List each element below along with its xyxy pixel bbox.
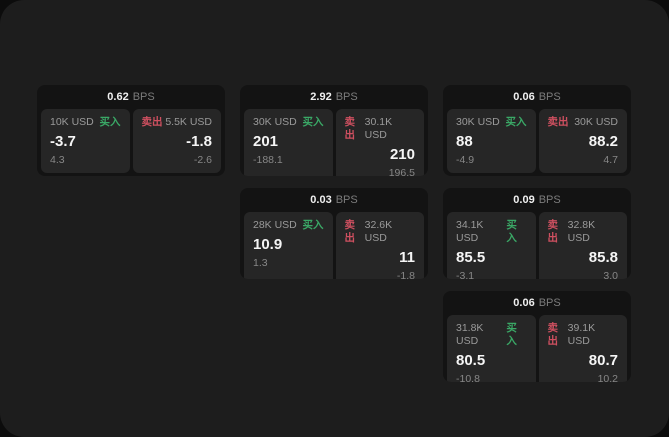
sell-amount: 32.8K USD [567, 219, 596, 244]
buy-side-label: 买入 [302, 219, 324, 231]
sell-pane[interactable]: 卖出 39.1K USD 80.7 10.2 [538, 315, 627, 382]
quote-card-grid: 0.62 BPS 10K USD 买入 -3.7 4.3 卖出 5.5K USD… [37, 85, 631, 382]
pane-row: 34.1K USD 买入 85.5 -3.1 卖出 32.8K USD 85.8… [447, 212, 627, 279]
bps-header: 0.09 BPS [443, 188, 631, 212]
buy-price: 10.9 [253, 236, 283, 253]
sell-pane[interactable]: 卖出 30K USD 88.2 4.7 [538, 109, 627, 173]
quote-card: 0.62 BPS 10K USD 买入 -3.7 4.3 卖出 5.5K USD… [37, 85, 225, 176]
sell-pane[interactable]: 卖出 32.6K USD 11 -1.8 [335, 212, 424, 279]
buy-side-label: 买入 [506, 322, 517, 347]
sell-pane[interactable]: 卖出 5.5K USD -1.8 -2.6 [132, 109, 221, 173]
buy-price: 201 [253, 133, 279, 150]
buy-change: -4.9 [456, 154, 475, 166]
pane-row: 30K USD 买入 88 -4.9 卖出 30K USD 88.2 4.7 [447, 109, 627, 173]
pane-row: 10K USD 买入 -3.7 4.3 卖出 5.5K USD -1.8 -2.… [41, 109, 221, 173]
bps-value: 0.06 [513, 297, 535, 309]
bps-unit-label: BPS [538, 297, 561, 309]
bps-value: 0.06 [513, 91, 535, 103]
buy-side-label: 买入 [506, 219, 517, 244]
bps-header: 0.06 BPS [443, 85, 631, 109]
sell-side-label: 卖出 [344, 219, 356, 244]
buy-change: -10.8 [456, 373, 480, 382]
sell-price: 210 [389, 146, 415, 163]
buy-amount: 30K USD [456, 116, 500, 128]
bps-unit-label: BPS [132, 91, 155, 103]
sell-side-label: 卖出 [344, 116, 356, 141]
sell-price: 11 [399, 249, 415, 266]
bps-unit-label: BPS [538, 194, 561, 206]
buy-price: -3.7 [50, 133, 76, 150]
sell-change: -1.8 [396, 270, 415, 279]
bps-unit-label: BPS [335, 91, 358, 103]
buy-amount: 28K USD [253, 219, 297, 231]
bps-value: 0.09 [513, 194, 535, 206]
buy-change: 1.3 [253, 257, 268, 269]
buy-pane[interactable]: 31.8K USD 买入 80.5 -10.8 [447, 315, 536, 382]
sell-price: 88.2 [588, 133, 618, 150]
sell-change: -2.6 [193, 154, 212, 166]
buy-side-label: 买入 [99, 116, 121, 128]
buy-change: -3.1 [456, 270, 475, 279]
sell-change: 4.7 [603, 154, 618, 166]
sell-price: -1.8 [186, 133, 212, 150]
bps-value: 0.62 [107, 91, 129, 103]
buy-amount: 10K USD [50, 116, 94, 128]
buy-price: 80.5 [456, 352, 486, 369]
sell-side-label: 卖出 [547, 322, 559, 347]
sell-change: 196.5 [388, 167, 415, 176]
quote-card: 0.03 BPS 28K USD 买入 10.9 1.3 卖出 32.6K US… [240, 188, 428, 279]
bps-unit-label: BPS [335, 194, 358, 206]
sell-amount: 30.1K USD [364, 116, 393, 141]
quote-card: 0.06 BPS 30K USD 买入 88 -4.9 卖出 30K USD 8… [443, 85, 631, 176]
bps-header: 2.92 BPS [240, 85, 428, 109]
sell-pane[interactable]: 卖出 32.8K USD 85.8 3.0 [538, 212, 627, 279]
sell-side-label: 卖出 [141, 116, 163, 128]
bps-header: 0.03 BPS [240, 188, 428, 212]
sell-change: 3.0 [603, 270, 618, 279]
buy-pane[interactable]: 28K USD 买入 10.9 1.3 [244, 212, 333, 279]
bps-value: 2.92 [310, 91, 332, 103]
quote-card: 2.92 BPS 30K USD 买入 201 -188.1 卖出 30.1K … [240, 85, 428, 176]
buy-side-label: 买入 [505, 116, 527, 128]
sell-price: 85.8 [588, 249, 618, 266]
sell-side-label: 卖出 [547, 116, 569, 128]
buy-pane[interactable]: 34.1K USD 买入 85.5 -3.1 [447, 212, 536, 279]
quote-card: 0.06 BPS 31.8K USD 买入 80.5 -10.8 卖出 39.1… [443, 291, 631, 382]
buy-price: 88 [456, 133, 473, 150]
sell-side-label: 卖出 [547, 219, 559, 244]
bps-header: 0.62 BPS [37, 85, 225, 109]
bps-unit-label: BPS [538, 91, 561, 103]
sell-amount: 32.6K USD [364, 219, 393, 244]
bps-header: 0.06 BPS [443, 291, 631, 315]
buy-side-label: 买入 [302, 116, 324, 128]
buy-change: 4.3 [50, 154, 65, 166]
buy-pane[interactable]: 10K USD 买入 -3.7 4.3 [41, 109, 130, 173]
pane-row: 30K USD 买入 201 -188.1 卖出 30.1K USD 210 1… [244, 109, 424, 176]
sell-price: 80.7 [588, 352, 618, 369]
buy-pane[interactable]: 30K USD 买入 201 -188.1 [244, 109, 333, 176]
buy-pane[interactable]: 30K USD 买入 88 -4.9 [447, 109, 536, 173]
buy-amount: 30K USD [253, 116, 297, 128]
bps-value: 0.03 [310, 194, 332, 206]
sell-amount: 30K USD [574, 116, 618, 128]
quote-card: 0.09 BPS 34.1K USD 买入 85.5 -3.1 卖出 32.8K… [443, 188, 631, 279]
buy-price: 85.5 [456, 249, 486, 266]
sell-pane[interactable]: 卖出 30.1K USD 210 196.5 [335, 109, 424, 176]
pane-row: 31.8K USD 买入 80.5 -10.8 卖出 39.1K USD 80.… [447, 315, 627, 382]
buy-amount: 34.1K USD [456, 219, 484, 244]
pane-row: 28K USD 买入 10.9 1.3 卖出 32.6K USD 11 -1.8 [244, 212, 424, 279]
buy-change: -188.1 [253, 154, 283, 166]
sell-amount: 5.5K USD [165, 116, 212, 128]
buy-amount: 31.8K USD [456, 322, 484, 347]
sell-amount: 39.1K USD [567, 322, 596, 347]
sell-change: 10.2 [597, 373, 618, 382]
